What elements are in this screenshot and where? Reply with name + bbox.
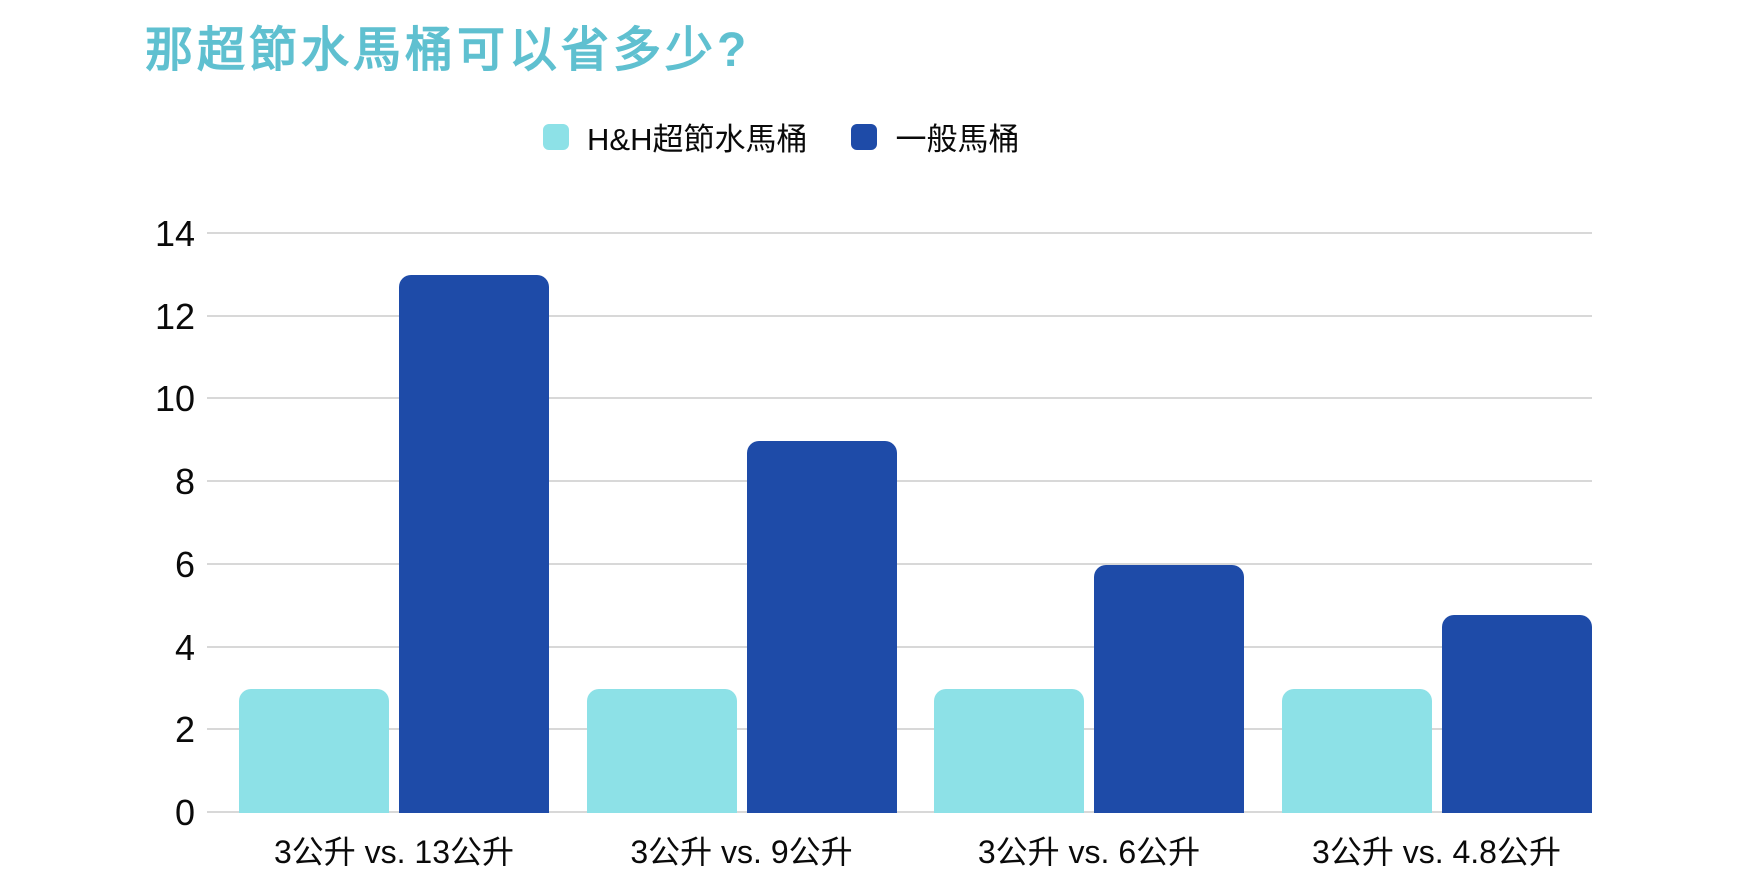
bar-group-4 — [1281, 234, 1592, 813]
legend: H&H超節水馬桶 一般馬桶 — [543, 114, 1019, 159]
y-tick-label-2: 2 — [174, 709, 195, 751]
bar-regular-toilet-4 — [1441, 614, 1592, 813]
x-tick-label-3: 3公升 vs. 6公升 — [977, 834, 1201, 870]
gridline-y-12 — [207, 314, 1592, 317]
y-tick-label-0: 0 — [174, 792, 195, 833]
y-tick-label-8: 8 — [174, 461, 195, 503]
legend-label-hh-toilet: H&H超節水馬桶 — [587, 122, 808, 157]
bar-hh-toilet-2 — [586, 688, 737, 813]
y-tick-label-10: 10 — [154, 378, 195, 420]
y-tick-label-4: 4 — [174, 626, 195, 668]
legend-label-regular-toilet: 一般馬桶 — [895, 122, 1020, 157]
gridline-y-10 — [207, 397, 1592, 400]
gridline-y-6 — [207, 562, 1592, 565]
legend-item-hh-toilet: H&H超節水馬桶 — [543, 114, 807, 159]
y-tick-label-12: 12 — [154, 295, 195, 337]
y-tick-label-6: 6 — [174, 543, 195, 585]
x-axis-labels: 3公升 vs. 13公升 3公升 vs. 9公升 3公升 vs. 6公升 3公升 vs… — [207, 827, 1592, 887]
legend-item-regular-toilet: 一般馬桶 — [851, 114, 1019, 159]
chart-title: 那超節水馬桶可以省多少? — [145, 24, 751, 77]
gridline-y-2 — [207, 728, 1592, 731]
bar-regular-toilet-3 — [1094, 564, 1244, 813]
bar-group-1 — [239, 234, 549, 813]
bar-regular-toilet-1 — [399, 275, 549, 813]
gridline-y-4 — [207, 645, 1592, 648]
gridline-y-8 — [207, 480, 1592, 483]
y-axis-labels: 0 2 4 6 8 10 12 14 — [0, 213, 195, 833]
legend-swatch-regular-toilet-icon — [851, 123, 878, 150]
x-tick-label-4: 3公升 vs. 4.8公升 — [1312, 834, 1561, 870]
bar-group-2 — [586, 234, 897, 813]
legend-swatch-hh-toilet-icon — [543, 123, 569, 150]
y-tick-label-14: 14 — [154, 213, 195, 254]
gridline-y-0 — [207, 811, 1592, 813]
bar-group-3 — [934, 234, 1244, 813]
x-tick-label-1: 3公升 vs. 13公升 — [273, 834, 515, 870]
gridline-y-14 — [207, 232, 1592, 234]
bar-hh-toilet-4 — [1281, 688, 1432, 813]
bar-hh-toilet-1 — [239, 688, 389, 813]
x-tick-label-2: 3公升 vs. 9公升 — [630, 834, 853, 870]
bar-hh-toilet-3 — [934, 688, 1084, 813]
plot-area — [207, 232, 1592, 813]
bar-regular-toilet-2 — [746, 440, 897, 813]
